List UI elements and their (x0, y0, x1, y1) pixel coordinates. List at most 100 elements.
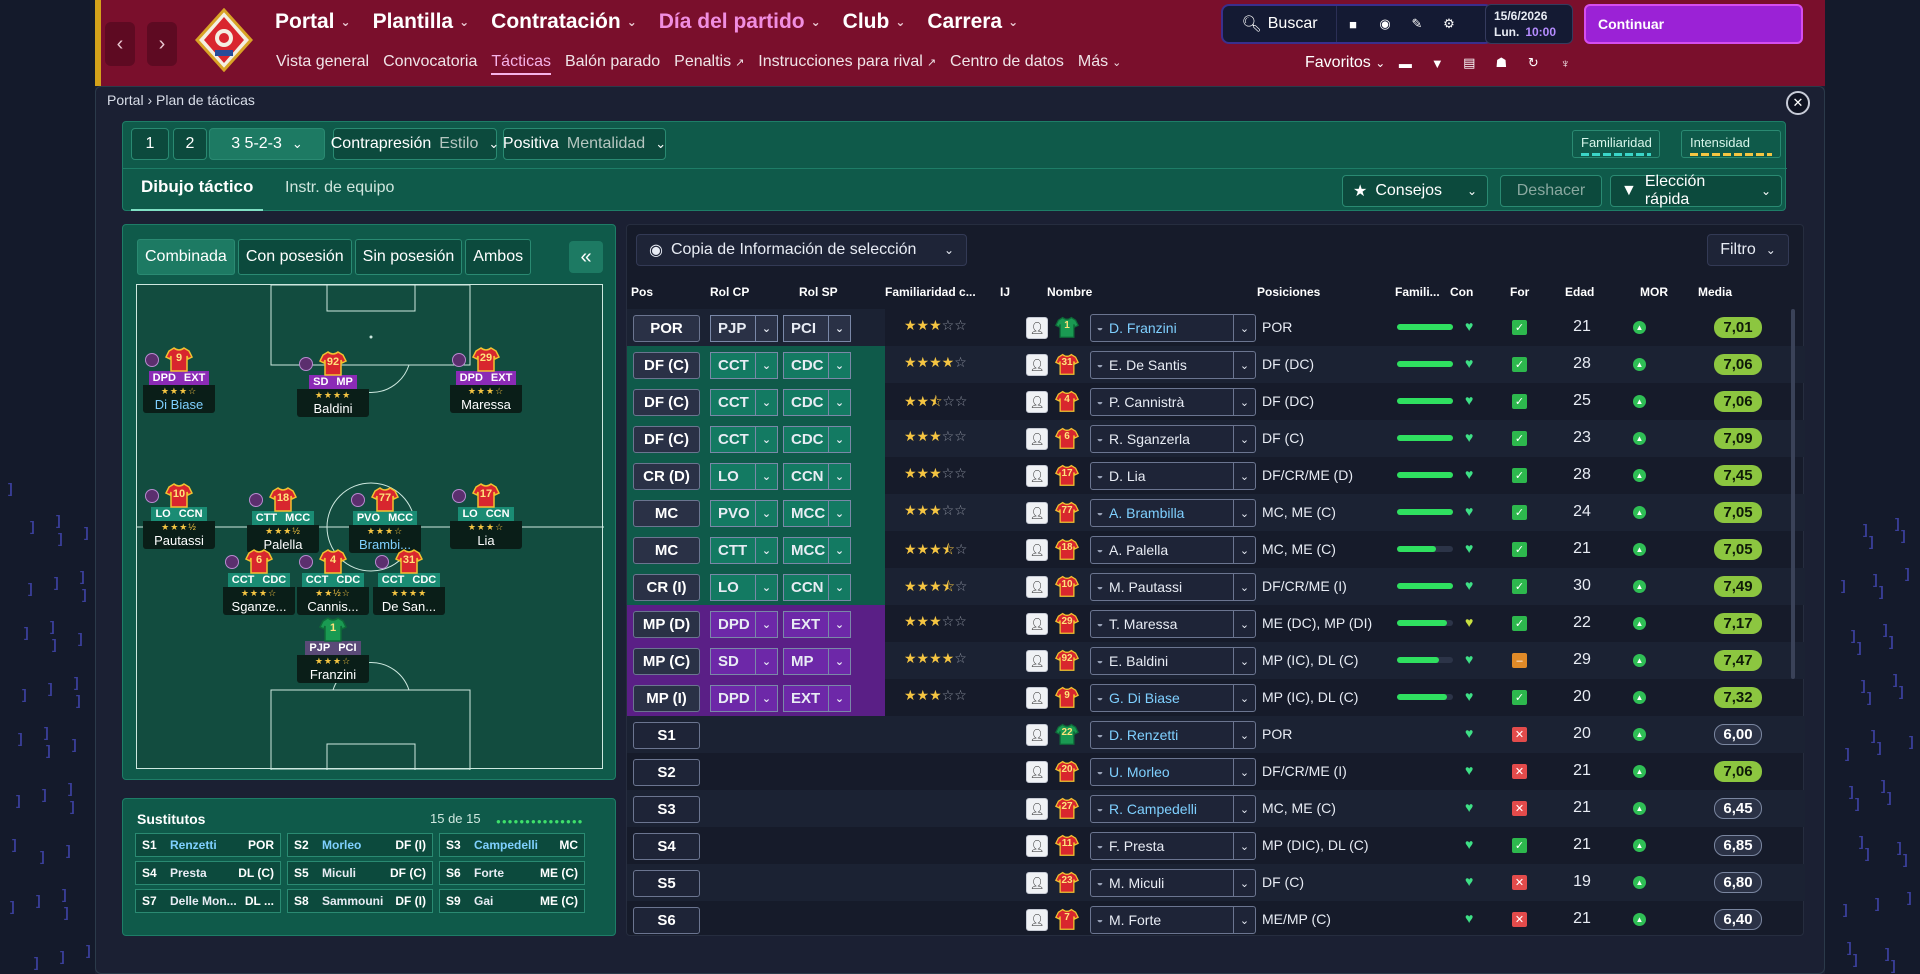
forward-button[interactable]: › (147, 22, 177, 66)
table-row[interactable]: CR (D) LO ⌄ CCN ⌄ ★★★☆☆ 👤︎ 17 ◒ D. Lia ⌄ DF/CR/ME (… (627, 457, 1805, 494)
table-row[interactable]: DF (C) CCT ⌄ CDC ⌄ ★★★☆☆ 👤︎ 6 ◒ R. Sganzerla ⌄ DF (… (627, 420, 1805, 457)
submenu-item[interactable]: Tácticas (491, 53, 551, 75)
network-button[interactable]: ◉ (1369, 6, 1401, 42)
substitute-item[interactable]: S3 Campedelli MC (439, 833, 585, 857)
role-in-possession[interactable]: CCT (377, 573, 409, 587)
role-in-possession[interactable]: DPD (148, 371, 180, 385)
continue-button[interactable]: Continuar (1584, 4, 1803, 44)
menu-item[interactable]: Carrera ⌄ (927, 10, 1018, 34)
substitute-item[interactable]: S8 Sammouni DF (I) (287, 889, 433, 913)
role-out-of-possession[interactable]: CDC (258, 573, 291, 587)
player-dropdown[interactable]: ◒ A. Brambilla ⌄ (1090, 499, 1256, 527)
position-slot[interactable]: MP (I) (633, 685, 700, 712)
quick-pick-button[interactable]: ▼ Elección rápida ⌄ (1610, 173, 1782, 208)
col-name[interactable]: Nombre (1047, 285, 1093, 299)
table-scrollbar[interactable] (1791, 309, 1795, 679)
position-slot[interactable]: MP (C) (633, 648, 700, 675)
player-profile-button[interactable]: 👤︎ (1026, 576, 1048, 598)
player-dropdown[interactable]: ◒ R. Sganzerla ⌄ (1090, 425, 1256, 453)
role-sp-dropdown[interactable]: CDC ⌄ (783, 389, 851, 416)
col-pos[interactable]: Pos (631, 285, 654, 299)
role-out-of-possession[interactable]: EXT (179, 371, 210, 385)
role-in-possession[interactable]: CCT (227, 573, 259, 587)
pitch-player[interactable]: 9 DPD EXT ★★★☆ Di Biase (137, 345, 221, 413)
player-profile-button[interactable]: 👤︎ (1026, 539, 1048, 561)
role-in-possession[interactable]: CTT (251, 511, 282, 525)
table-row[interactable]: S2 👤︎ 20 ◒ U. Morleo ⌄ DF/CR/ME (I) ♥ ✕ 21 ▲ 7,06 (627, 753, 1805, 790)
tactic-slot-2[interactable]: 2 (173, 128, 207, 160)
player-profile-button[interactable]: 👤︎ (1026, 650, 1048, 672)
player-dropdown[interactable]: ◒ G. Di Biase ⌄ (1090, 684, 1256, 712)
submenu-item[interactable]: Convocatoria (383, 53, 477, 75)
role-out-of-possession[interactable]: CDC (332, 573, 365, 587)
refresh-icon[interactable]: ↻ (1527, 55, 1539, 70)
table-row[interactable]: DF (C) CCT ⌄ CDC ⌄ ★★★★☆ 👤︎ 31 ◒ E. De Santis ⌄ DF … (627, 346, 1805, 383)
search-button[interactable]: 🔍︎ Buscar (1223, 6, 1337, 42)
player-profile-button[interactable]: 👤︎ (1026, 391, 1048, 413)
table-row[interactable]: POR PJP ⌄ PCI ⌄ ★★★☆☆ 👤︎ 1 ◒ D. Franzini ⌄ POR ♥ ✓ 21 ▲… (627, 309, 1805, 346)
player-swap-icon[interactable] (299, 357, 313, 371)
role-cp-dropdown[interactable]: DPD ⌄ (710, 611, 778, 638)
player-dropdown[interactable]: ◒ M. Pautassi ⌄ (1090, 573, 1256, 601)
table-row[interactable]: DF (C) CCT ⌄ CDC ⌄ ★★⯪☆☆ 👤︎ 4 ◒ P. Cannistrà ⌄ DF (… (627, 383, 1805, 420)
mentality-dropdown[interactable]: Positiva Mentalidad ⌄ (503, 128, 666, 160)
familiarity-meter[interactable]: Familiaridad (1572, 130, 1660, 158)
edit-button[interactable]: ✎ (1401, 6, 1433, 42)
style-dropdown[interactable]: Contrapresión Estilo ⌄ (331, 128, 499, 160)
filter-button[interactable]: Filtro ⌄ (1707, 234, 1789, 266)
submenu-item[interactable]: Centro de datos (950, 53, 1064, 75)
position-slot[interactable]: DF (C) (633, 352, 700, 379)
menu-item[interactable]: Día del partido ⌄ (659, 10, 821, 34)
col-role-sp[interactable]: Rol SP (799, 285, 838, 299)
position-slot[interactable]: S1 (633, 722, 700, 749)
tab-team-instructions[interactable]: Instr. de equipo (275, 169, 404, 207)
role-cp-dropdown[interactable]: LO ⌄ (710, 463, 778, 490)
position-slot[interactable]: S5 (633, 870, 700, 897)
player-dropdown[interactable]: ◒ M. Forte ⌄ (1090, 906, 1256, 934)
position-slot[interactable]: S3 (633, 796, 700, 823)
role-out-of-possession[interactable]: PCI (334, 641, 361, 655)
position-slot[interactable]: DF (C) (633, 426, 700, 453)
player-profile-button[interactable]: 👤︎ (1026, 872, 1048, 894)
tips-button[interactable]: ★ Consejos ⌄ (1342, 175, 1488, 207)
role-in-possession[interactable]: SD (309, 375, 333, 389)
view-tab[interactable]: Ambos (465, 239, 532, 275)
role-in-possession[interactable]: LO (458, 507, 482, 521)
role-sp-dropdown[interactable]: CCN ⌄ (783, 574, 851, 601)
notes-button[interactable]: ■ (1337, 6, 1369, 42)
menu-item[interactable]: Plantilla ⌄ (373, 10, 470, 34)
submenu-item[interactable]: Balón parado (565, 53, 660, 75)
shirt-icon[interactable]: ▼ (1430, 55, 1444, 71)
role-cp-dropdown[interactable]: CTT ⌄ (710, 537, 778, 564)
role-out-of-possession[interactable]: MP (332, 375, 357, 389)
substitute-item[interactable]: S1 Renzetti POR (135, 833, 281, 857)
submenu-item[interactable]: Instrucciones para rival ↗ (758, 53, 936, 75)
view-tab[interactable]: Sin posesión (354, 239, 463, 275)
position-slot[interactable]: S2 (633, 759, 700, 786)
table-row[interactable]: CR (I) LO ⌄ CCN ⌄ ★★★⯪☆ 👤︎ 10 ◒ M. Pautassi ⌄ DF/CR… (627, 568, 1805, 605)
submenu-item[interactable]: Penaltis ↗ (674, 53, 744, 75)
clipboard-icon[interactable]: ▤ (1463, 55, 1476, 70)
position-slot[interactable]: CR (I) (633, 574, 700, 601)
breadcrumb-root[interactable]: Portal (107, 92, 144, 108)
role-sp-dropdown[interactable]: CDC ⌄ (783, 352, 851, 379)
menu-item[interactable]: Contratación ⌄ (491, 10, 637, 34)
player-dropdown[interactable]: ◒ P. Cannistrà ⌄ (1090, 388, 1256, 416)
undo-button[interactable]: Deshacer (1500, 175, 1602, 207)
player-profile-button[interactable]: 👤︎ (1026, 909, 1048, 931)
role-sp-dropdown[interactable]: MCC ⌄ (783, 537, 851, 564)
role-cp-dropdown[interactable]: CCT ⌄ (710, 426, 778, 453)
role-in-possession[interactable]: CCT (301, 573, 333, 587)
pitch-player[interactable]: 77 PVO MCC ★★★☆ Brambi... (343, 485, 427, 553)
position-slot[interactable]: DF (C) (633, 389, 700, 416)
player-dropdown[interactable]: ◒ E. Baldini ⌄ (1090, 647, 1256, 675)
back-button[interactable]: ‹ (105, 22, 135, 66)
role-sp-dropdown[interactable]: PCI ⌄ (783, 315, 851, 342)
player-swap-icon[interactable] (351, 493, 365, 507)
role-in-possession[interactable]: PJP (305, 641, 335, 655)
pitch-player[interactable]: 31 CCT CDC ★★★★ De San... (367, 547, 451, 615)
role-sp-dropdown[interactable]: MP ⌄ (783, 648, 851, 675)
col-role-cp[interactable]: Rol CP (710, 285, 750, 299)
substitute-item[interactable]: S2 Morleo DF (I) (287, 833, 433, 857)
pitch[interactable]: 9 DPD EXT ★★★☆ Di Biase 92 SD MP ★★★★ Baldini 29 DP… (136, 284, 604, 770)
